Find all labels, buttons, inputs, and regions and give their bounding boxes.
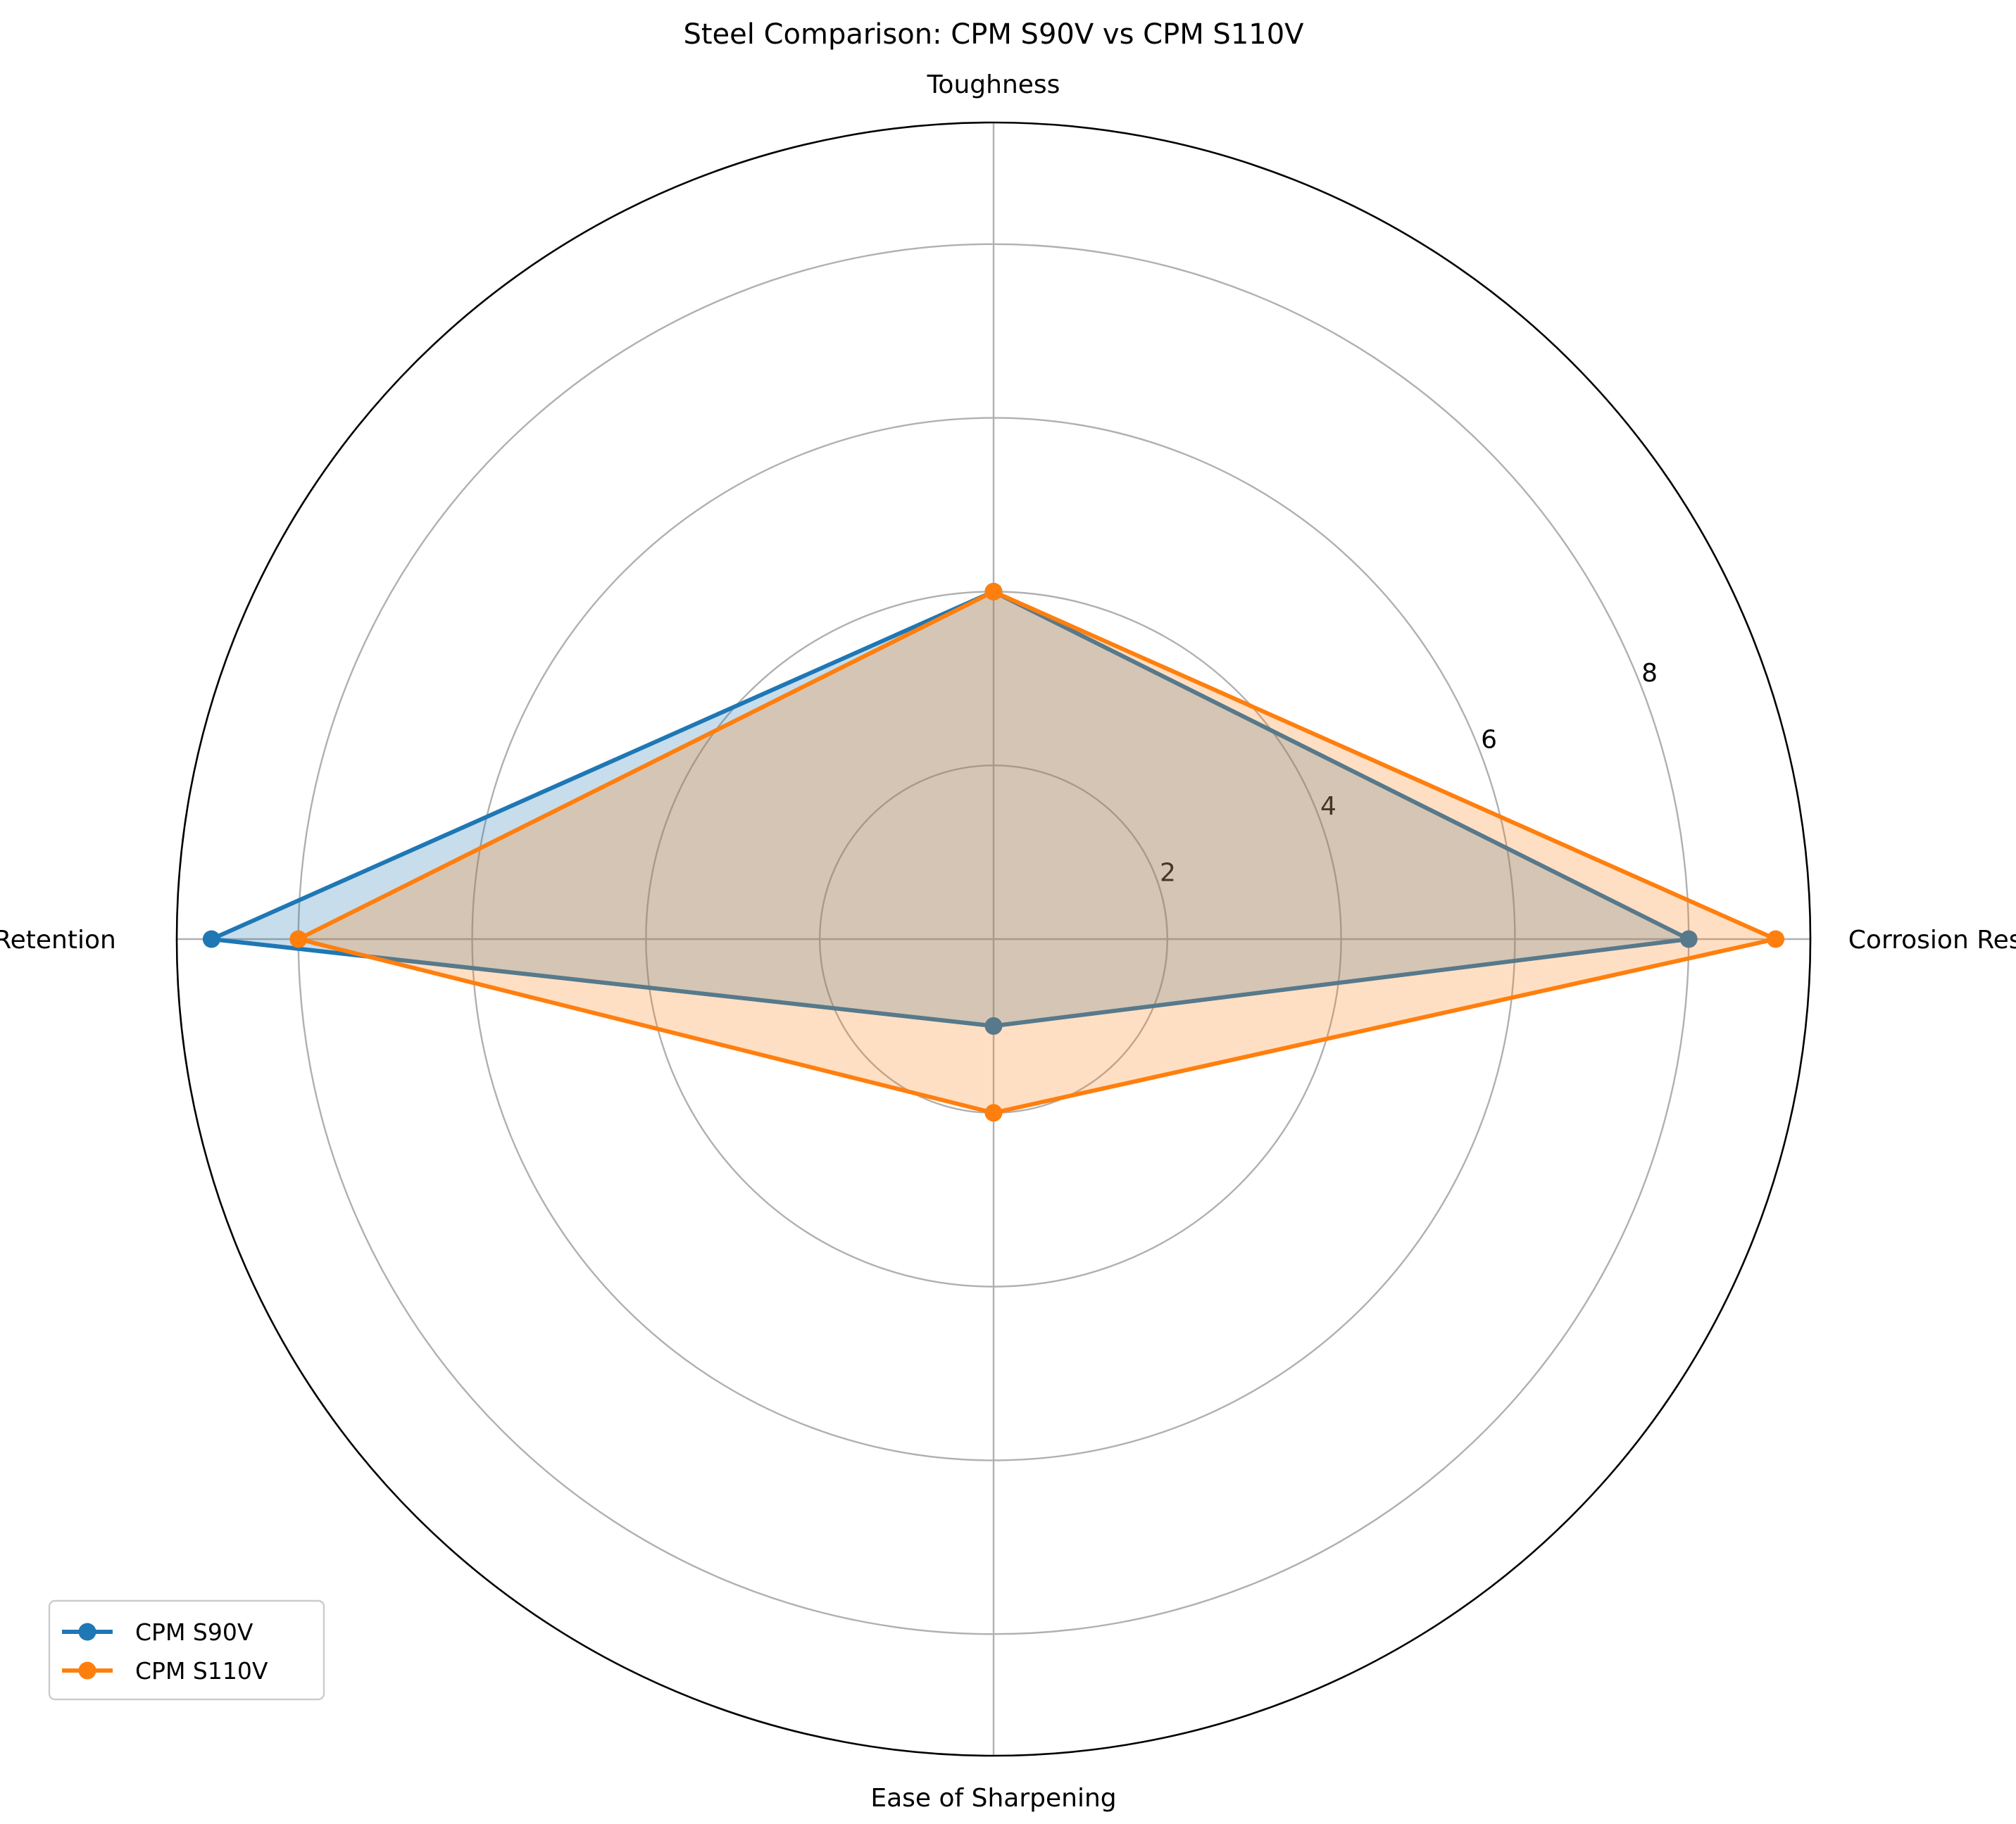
series-1-point-2 [289,930,308,948]
series-1-point-1 [984,582,1003,600]
legend-box [48,1599,325,1701]
series-1-point-3 [984,1104,1003,1122]
r-tick-label-3: 8 [1641,659,1658,688]
legend-marker-1 [78,1661,96,1680]
category-label-0: Corrosion Resistance [1848,926,2016,955]
category-label-1: Toughness [927,70,1060,99]
series-0-point-3 [984,1017,1003,1035]
series-1-point-0 [1767,930,1785,948]
axis-labels: Corrosion Resistance Toughness Edge Retent… [0,70,2016,1813]
r-tick-label-1: 4 [1320,792,1336,821]
chart-title: Steel Comparison: CPM S90V vs CPM S110V [683,18,1304,51]
series-fill-0 [211,591,1689,1026]
series-layer [202,582,1785,1122]
legend-label-0: CPM S90V [135,1618,253,1646]
category-label-2: Edge Retention [0,926,116,955]
legend-label-1: CPM S110V [135,1657,268,1685]
series-fill-1 [298,591,1776,1113]
series-0-point-2 [202,930,220,948]
legend: CPM S90V CPM S110V [48,1599,325,1701]
series-0-point-0 [1679,930,1698,948]
category-label-3: Ease of Sharpening [870,1784,1116,1813]
r-tick-label-2: 6 [1481,726,1497,755]
r-tick-label-0: 2 [1160,859,1176,888]
polar-frame [175,121,1812,1757]
legend-marker-0 [78,1623,96,1641]
